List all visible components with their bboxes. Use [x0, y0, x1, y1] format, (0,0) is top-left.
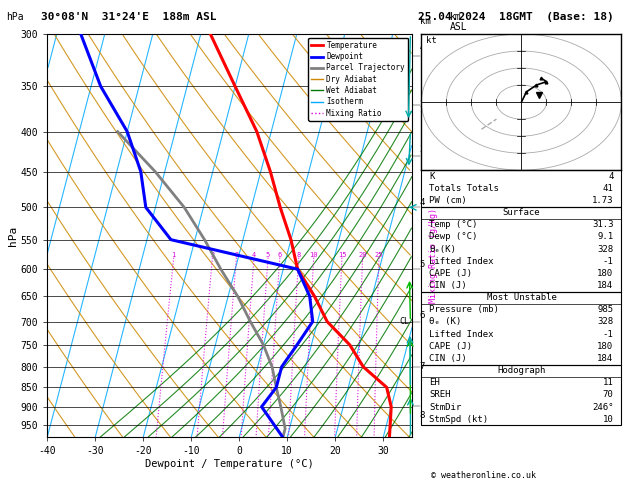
Text: 1: 1: [420, 61, 425, 70]
Text: CIN (J): CIN (J): [430, 354, 467, 363]
Text: 8: 8: [420, 411, 425, 420]
Text: θₑ(K): θₑ(K): [430, 244, 456, 254]
Text: 4: 4: [252, 252, 256, 258]
Text: 180: 180: [598, 269, 613, 278]
Text: 180: 180: [598, 342, 613, 351]
Text: CAPE (J): CAPE (J): [430, 269, 472, 278]
X-axis label: Dewpoint / Temperature (°C): Dewpoint / Temperature (°C): [145, 459, 314, 469]
Text: -1: -1: [603, 330, 613, 339]
Legend: Temperature, Dewpoint, Parcel Trajectory, Dry Adiabat, Wet Adiabat, Isotherm, Mi: Temperature, Dewpoint, Parcel Trajectory…: [308, 38, 408, 121]
Text: θₑ (K): θₑ (K): [430, 317, 462, 327]
Text: kt: kt: [426, 35, 437, 45]
Text: Surface: Surface: [503, 208, 540, 217]
Text: 5: 5: [266, 252, 270, 258]
Text: Mixing Ratio (g/kg): Mixing Ratio (g/kg): [429, 208, 438, 303]
Text: 7: 7: [420, 362, 425, 371]
Text: Temp (°C): Temp (°C): [430, 220, 478, 229]
Text: Dewp (°C): Dewp (°C): [430, 232, 478, 242]
Text: 3: 3: [420, 145, 425, 155]
Text: Totals Totals: Totals Totals: [430, 184, 499, 193]
Text: CL: CL: [399, 317, 409, 326]
Text: Pressure (mb): Pressure (mb): [430, 305, 499, 314]
Text: 30°08'N  31°24'E  188m ASL: 30°08'N 31°24'E 188m ASL: [41, 12, 216, 22]
Text: PW (cm): PW (cm): [430, 196, 467, 205]
Text: ASL: ASL: [450, 22, 467, 32]
Text: CAPE (J): CAPE (J): [430, 342, 472, 351]
Text: 985: 985: [598, 305, 613, 314]
Text: 5: 5: [420, 260, 425, 269]
Text: 4: 4: [608, 172, 613, 181]
Text: 20: 20: [359, 252, 367, 258]
Text: 1.73: 1.73: [592, 196, 613, 205]
Text: 4: 4: [420, 198, 425, 207]
Text: 246°: 246°: [592, 402, 613, 412]
Text: km: km: [450, 12, 462, 22]
Text: 25: 25: [375, 252, 383, 258]
Text: 3: 3: [235, 252, 238, 258]
Text: 10: 10: [603, 415, 613, 424]
Text: 10: 10: [309, 252, 318, 258]
Text: 31.3: 31.3: [592, 220, 613, 229]
Text: 41: 41: [603, 184, 613, 193]
Text: hPa: hPa: [6, 12, 24, 22]
Text: 184: 184: [598, 281, 613, 290]
Text: K: K: [430, 172, 435, 181]
Y-axis label: hPa: hPa: [8, 226, 18, 246]
Text: -1: -1: [603, 257, 613, 266]
Text: 2: 2: [420, 100, 425, 109]
Text: 6: 6: [420, 311, 425, 320]
Text: 9.1: 9.1: [598, 232, 613, 242]
Text: km: km: [420, 17, 430, 26]
Text: 2: 2: [210, 252, 214, 258]
Text: 328: 328: [598, 317, 613, 327]
Text: 11: 11: [603, 378, 613, 387]
Text: 184: 184: [598, 354, 613, 363]
Text: © weatheronline.co.uk: © weatheronline.co.uk: [431, 471, 536, 480]
Text: 328: 328: [598, 244, 613, 254]
Text: Hodograph: Hodograph: [498, 366, 545, 375]
Text: EH: EH: [430, 378, 440, 387]
Text: Lifted Index: Lifted Index: [430, 257, 494, 266]
Text: 25.04.2024  18GMT  (Base: 18): 25.04.2024 18GMT (Base: 18): [418, 12, 614, 22]
Text: Lifted Index: Lifted Index: [430, 330, 494, 339]
Text: SREH: SREH: [430, 390, 451, 399]
Text: Most Unstable: Most Unstable: [486, 293, 557, 302]
Text: ASL: ASL: [420, 42, 436, 51]
Text: 1: 1: [172, 252, 176, 258]
Text: CIN (J): CIN (J): [430, 281, 467, 290]
Text: StmSpd (kt): StmSpd (kt): [430, 415, 489, 424]
Text: StmDir: StmDir: [430, 402, 462, 412]
Text: 15: 15: [338, 252, 346, 258]
Text: 8: 8: [297, 252, 301, 258]
Text: 70: 70: [603, 390, 613, 399]
Text: 6: 6: [277, 252, 282, 258]
